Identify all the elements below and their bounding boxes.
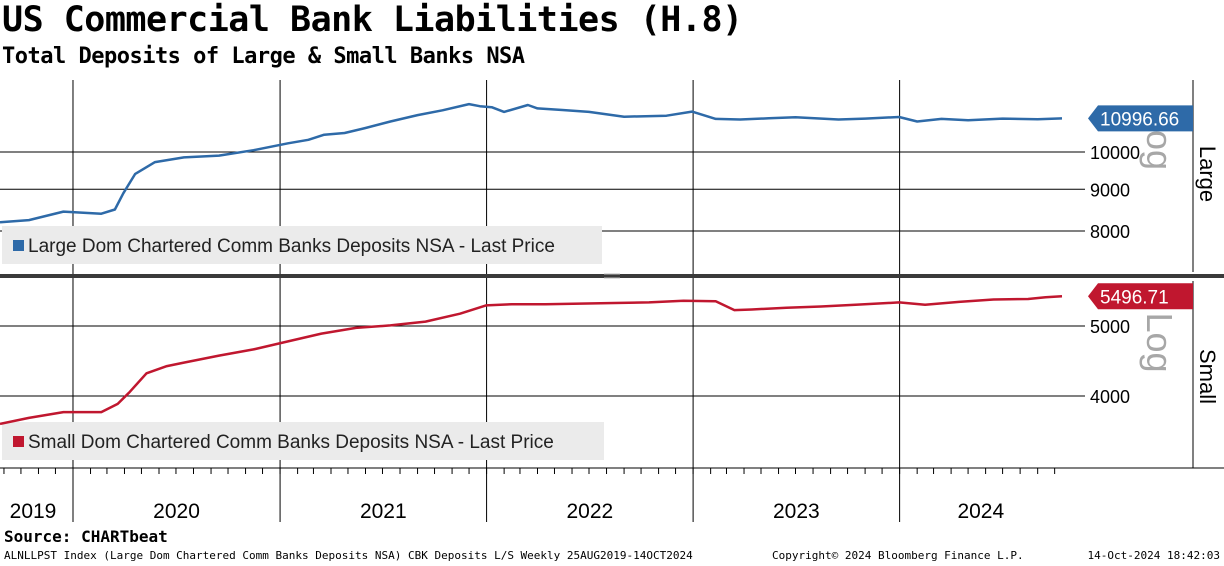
footer-ticker: ALNLLPST Index (Large Dom Chartered Comm… — [4, 549, 693, 562]
last-value-label: 10996.66 — [1100, 109, 1179, 130]
series-line — [0, 295, 1063, 426]
series-line — [0, 102, 1063, 224]
x-tick-label: 2023 — [773, 500, 820, 523]
last-value-tag — [1088, 105, 1193, 132]
y-tick-label: 4000 — [1090, 387, 1130, 407]
legend-label: Small Dom Chartered Comm Banks Deposits … — [28, 432, 554, 453]
x-tick-label: 2019 — [10, 500, 57, 523]
last-value-tag — [1088, 283, 1193, 310]
legend-box — [2, 226, 602, 264]
y-tick-label: 8000 — [1090, 222, 1130, 242]
x-tick-label: 2022 — [566, 500, 613, 523]
panel-small: 4000 5000 Log Small Small Dom Chartered Comm… — [0, 281, 1220, 468]
panel-label: Large — [1195, 146, 1220, 202]
source-label: Source: CHARTbeat — [4, 527, 168, 546]
x-tick-label: 2021 — [360, 500, 407, 523]
chart-subtitle: Total Deposits of Large & Small Banks NS… — [2, 44, 525, 69]
x-tick-label: 2020 — [153, 500, 200, 523]
chart-area: 8000 9000 10000 Log Large Large Dom Chartered… — [0, 80, 1224, 523]
y-tick-label: 9000 — [1090, 180, 1130, 200]
footer-copyright: Copyright© 2024 Bloomberg Finance L.P. — [772, 549, 1024, 562]
y-tick-label: 5000 — [1090, 317, 1130, 337]
footer-timestamp: 14-Oct-2024 18:42:03 — [1087, 549, 1220, 562]
legend-swatch — [13, 240, 24, 251]
panel-label: Small — [1195, 349, 1220, 404]
legend-swatch — [13, 436, 24, 447]
x-axis: 2019 2020 2021 2022 2023 2024 — [0, 467, 1224, 523]
x-tick-label: 2024 — [957, 500, 1004, 523]
legend-label: Large Dom Chartered Comm Banks Deposits … — [28, 236, 555, 257]
chart-title: US Commercial Bank Liabilities (H.8) — [2, 0, 743, 40]
legend-box — [2, 422, 604, 460]
last-value-label: 5496.71 — [1100, 287, 1169, 308]
y-tick-label: 10000 — [1090, 143, 1140, 163]
log-scale-label: Log — [1139, 312, 1180, 372]
